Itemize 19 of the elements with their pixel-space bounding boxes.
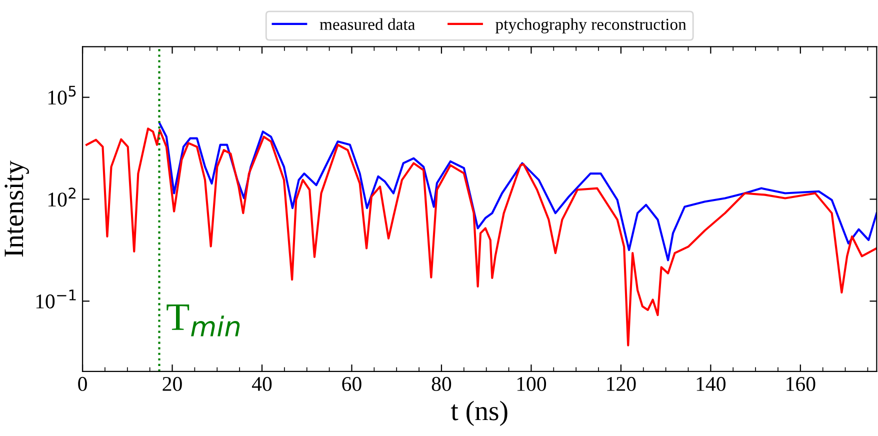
y-tick-label: 10$^{5}$ bbox=[48, 86, 76, 105]
x-tick-label: 160 bbox=[786, 376, 816, 391]
x-tick-label: 60 bbox=[342, 376, 362, 391]
x-tick-label: 100 bbox=[517, 376, 546, 391]
x-tick-label: 40 bbox=[252, 376, 272, 391]
legend-label: measured data bbox=[320, 18, 416, 30]
x-tick-label: 0 bbox=[78, 376, 87, 391]
legend-label: ptychography reconstruction bbox=[496, 18, 686, 34]
x-tick-label: 140 bbox=[696, 376, 726, 391]
ref-line-label: T$_{min}$ bbox=[166, 304, 240, 336]
x-axis-title: t (ns) bbox=[450, 400, 508, 426]
x-tick-label: 80 bbox=[432, 376, 452, 391]
y-tick-label: 10$^{−1}$ bbox=[36, 290, 76, 308]
x-tick-label: 20 bbox=[162, 376, 182, 391]
x-tick-label: 120 bbox=[607, 376, 636, 391]
line-series bbox=[158, 122, 877, 262]
line-series bbox=[86, 128, 877, 346]
y-axis-title: Intensity bbox=[4, 160, 29, 257]
y-tick-label: 10$^{2}$ bbox=[48, 188, 76, 207]
